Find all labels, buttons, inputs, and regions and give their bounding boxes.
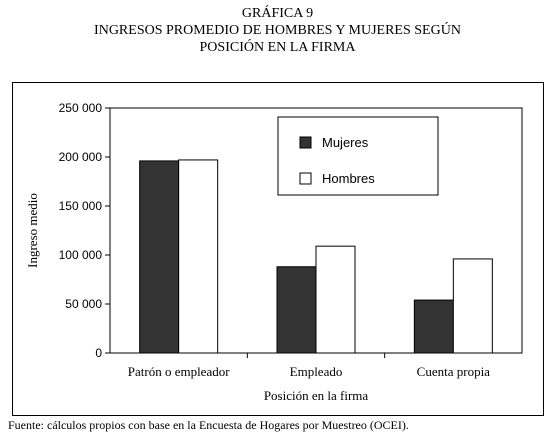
- bar-hombres: [452, 258, 493, 354]
- bar-mujeres: [139, 160, 180, 354]
- x-tick-label: Empleado: [290, 364, 343, 379]
- y-tick-label: 0: [95, 346, 102, 360]
- figure-number: GRÁFICA 9: [241, 6, 314, 21]
- y-tick-label: 150 000: [59, 199, 103, 213]
- y-axis-title: Ingreso medio: [25, 193, 40, 268]
- chart-title-line-2: POSICIÓN EN LA FIRMA: [199, 40, 356, 55]
- chart-title-line-1: INGRESOS PROMEDIO DE HOMBRES Y MUJERES S…: [94, 23, 461, 38]
- y-tick-label: 250 000: [59, 101, 103, 115]
- y-tick-label: 100 000: [59, 248, 103, 262]
- legend-swatch-hombres: [299, 172, 312, 185]
- bar-hombres: [315, 245, 356, 354]
- bar-mujeres: [413, 299, 454, 354]
- y-tick-label: 200 000: [59, 150, 103, 164]
- chart-frame: [12, 82, 544, 416]
- x-axis-title: Posición en la firma: [264, 388, 369, 403]
- bar-mujeres: [276, 266, 317, 354]
- legend-label-hombres: Hombres: [322, 171, 375, 186]
- y-tick-label: 50 000: [65, 297, 102, 311]
- legend-label-mujeres: Mujeres: [322, 135, 369, 150]
- bar-hombres: [178, 159, 219, 354]
- x-tick-label: Patrón o empleador: [128, 364, 230, 379]
- legend-swatch-mujeres: [299, 136, 312, 149]
- source-note: Fuente: cálculos propios con base en la …: [8, 418, 409, 432]
- x-tick-label: Cuenta propia: [417, 364, 491, 379]
